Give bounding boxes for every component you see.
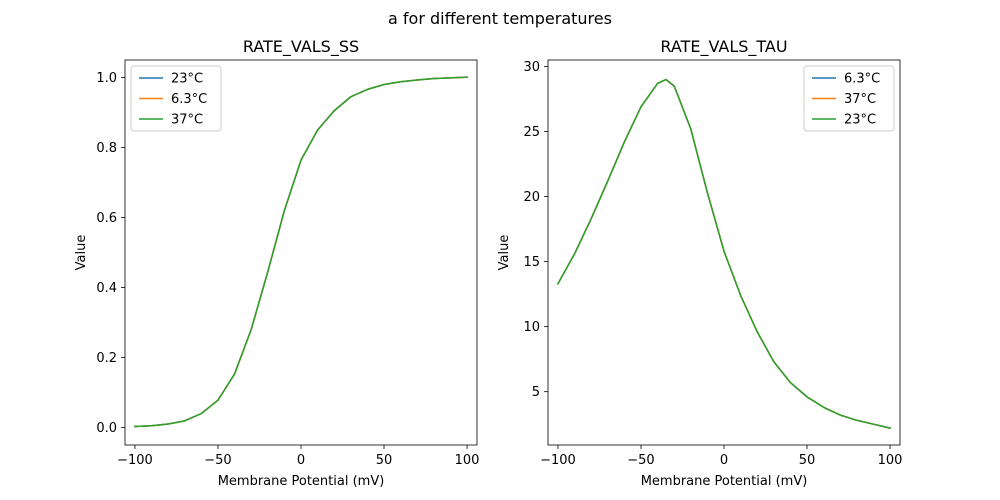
y-tick-label: 0.0 [96,421,117,436]
y-tick-label: 15 [523,255,540,270]
series-line-2 [134,76,468,428]
y-tick-label: 0.4 [96,281,117,296]
legend: 23°C 6.3°C 37°C [130,65,222,132]
x-tick-label: −100 [540,453,576,468]
y-tick-label: 0.8 [96,141,117,156]
legend-label: 6.3°C [844,72,880,87]
legend-label: 37°C [844,92,876,107]
x-tick-label: 0 [720,453,728,468]
chart-title: RATE_VALS_TAU [660,37,787,57]
x-tick-label: 0 [297,453,305,468]
y-tick-label: 0.2 [96,351,117,366]
legend-frame [130,65,222,132]
chart-title: RATE_VALS_SS [243,37,359,57]
legend-label: 23°C [844,113,876,128]
legend-frame [803,65,895,132]
x-axis-label: Membrane Potential (mV) [641,474,808,489]
legend-label: 23°C [171,72,203,87]
legend: 6.3°C 37°C 23°C [803,65,895,132]
figure-suptitle: a for different temperatures [388,9,612,28]
series-line-0 [556,78,891,429]
x-tick-label: −50 [204,453,231,468]
x-tick-label: −100 [117,453,153,468]
x-tick-label: 100 [878,453,903,468]
legend-label: 37°C [171,113,203,128]
y-tick-label: 1.0 [96,71,117,86]
y-tick-label: 10 [523,320,540,335]
x-tick-label: 50 [376,453,393,468]
series-line-1 [556,78,891,429]
x-tick-label: 50 [799,453,816,468]
y-tick-label: 20 [523,190,540,205]
y-tick-label: 30 [523,60,540,75]
y-axis-label: Value [74,235,89,271]
plot-area [556,78,891,429]
y-tick-label: 0.6 [96,211,117,226]
y-tick-label: 5 [532,385,540,400]
x-tick-label: −50 [627,453,654,468]
x-axis-label: Membrane Potential (mV) [218,474,385,489]
legend-label: 6.3°C [171,92,207,107]
plot-area [134,76,468,428]
y-tick-label: 25 [523,125,540,140]
y-axis-label: Value [497,235,512,271]
chart-rate-vals-tau: RATE_VALS_TAU −100 −50 0 50 100 5 10 15 20 25 30 Mem… [497,37,902,489]
series-line-2 [556,78,891,429]
chart-rate-vals-ss: RATE_VALS_SS −100 −50 0 50 100 0.0 0.2 0.4 0.6 0.8… [74,37,479,489]
x-tick-label: 100 [455,453,480,468]
